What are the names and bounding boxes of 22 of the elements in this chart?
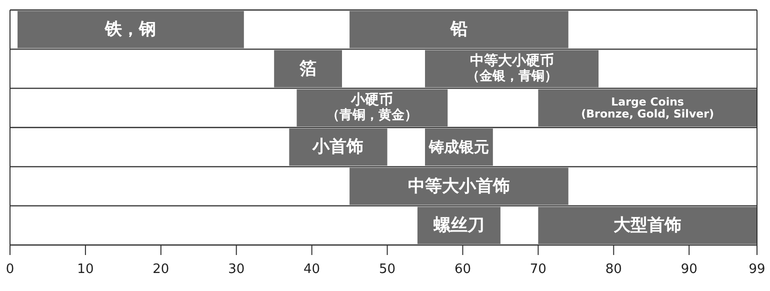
series-label: 大型首饰 bbox=[614, 215, 682, 236]
series-label: 箔 bbox=[298, 58, 317, 79]
x-tick-label: 80 bbox=[605, 262, 622, 277]
x-tick-label: 60 bbox=[454, 262, 471, 277]
series-label: 螺丝刀 bbox=[432, 215, 484, 236]
x-tick-label: 50 bbox=[379, 262, 396, 277]
x-tick-label: 40 bbox=[304, 262, 320, 277]
x-tick-label: 10 bbox=[77, 262, 94, 277]
x-tick-label: 99 bbox=[748, 262, 766, 277]
x-tick-label: 70 bbox=[530, 262, 546, 277]
series-label: 铅 bbox=[449, 20, 468, 40]
series-label: 中等大小首饰 bbox=[408, 176, 510, 196]
series-label: 小硬币（青铜，黄金） bbox=[326, 91, 418, 124]
series-label: 铁，钢 bbox=[104, 20, 156, 40]
series-label: 铸成银元 bbox=[428, 138, 489, 156]
x-tick-label: 30 bbox=[228, 262, 245, 277]
x-tick-label: 20 bbox=[152, 262, 170, 277]
x-tick-label: 90 bbox=[680, 262, 698, 277]
series-label: 中等大小硬币（金银，青铜） bbox=[466, 52, 558, 84]
x-tick-label: 0 bbox=[6, 262, 14, 277]
series-label: Large Coins (Bronze, Gold, Silver) bbox=[581, 95, 714, 120]
series-label: 小首饰 bbox=[312, 137, 364, 158]
